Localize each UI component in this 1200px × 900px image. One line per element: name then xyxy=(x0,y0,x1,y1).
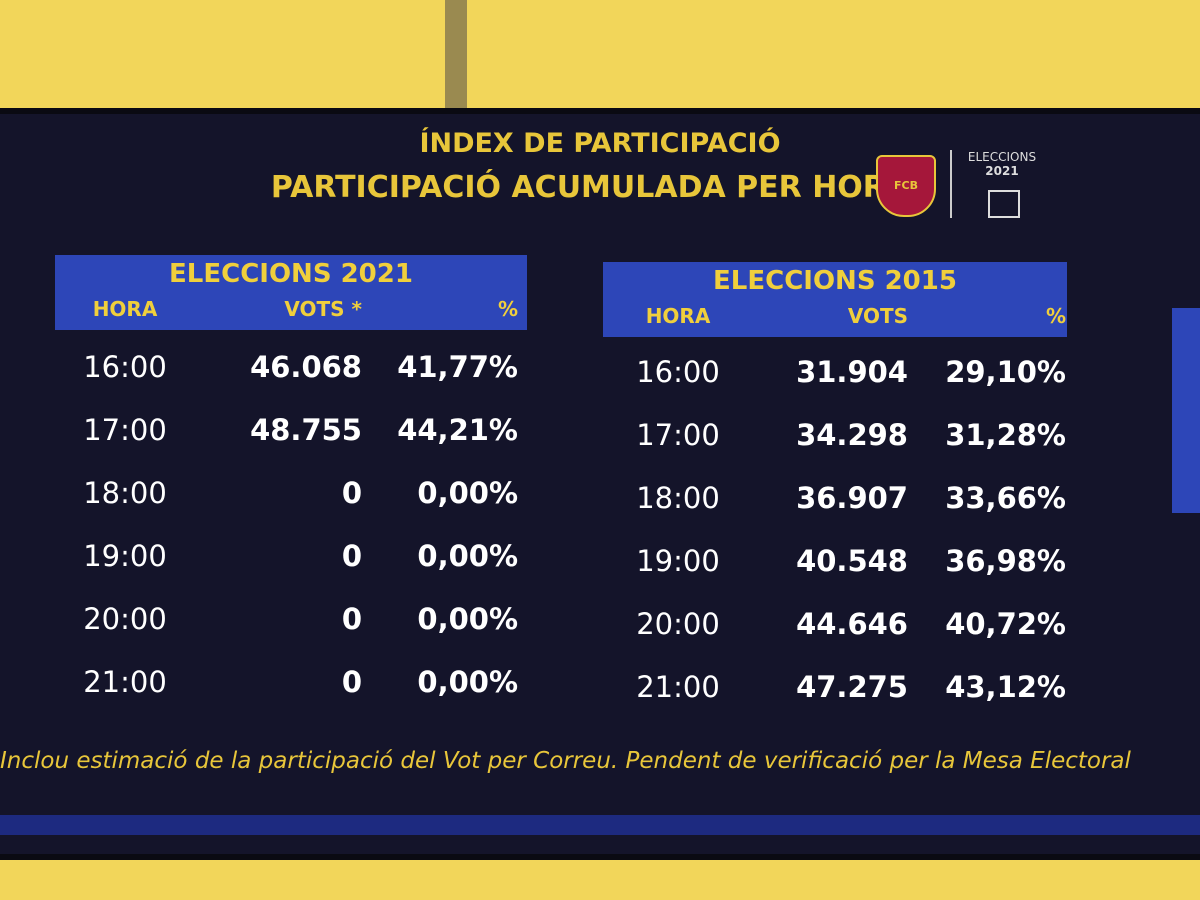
hour-cell: 17:00 xyxy=(636,418,720,452)
hour-cell: 20:00 xyxy=(636,607,720,641)
subtitle: PARTICIPACIÓ ACUMULADA PER HORA xyxy=(270,170,910,205)
tent-pole xyxy=(445,0,467,110)
votes-cell: 36.907 xyxy=(796,481,908,515)
votes-cell: 47.275 xyxy=(796,670,908,704)
votes-cell: 0 xyxy=(341,476,362,510)
table-title: ELECCIONS 2021 xyxy=(169,259,413,289)
hour-cell: 19:00 xyxy=(636,544,720,578)
percent-cell: 43,12% xyxy=(945,670,1066,704)
column-header: VOTS * xyxy=(284,297,362,321)
crest: FCB xyxy=(876,155,936,217)
hour-cell: 18:00 xyxy=(83,476,167,510)
title: ÍNDEX DE PARTICIPACIÓ xyxy=(419,128,781,159)
percent-cell: 0,00% xyxy=(417,665,518,699)
ballot-icon xyxy=(988,190,1020,218)
hour-cell: 21:00 xyxy=(83,665,167,699)
percent-cell: 29,10% xyxy=(945,355,1066,389)
percent-cell: 41,77% xyxy=(397,350,518,384)
percent-cell: 31,28% xyxy=(945,418,1066,452)
hour-cell: 18:00 xyxy=(636,481,720,515)
side-bar xyxy=(1172,308,1200,513)
hour-cell: 19:00 xyxy=(83,539,167,573)
badge-title: ELECCIONS xyxy=(967,150,1037,164)
screen xyxy=(0,108,1200,860)
percent-cell: 0,00% xyxy=(417,539,518,573)
hour-cell: 17:00 xyxy=(83,413,167,447)
percent-cell: 40,72% xyxy=(945,607,1066,641)
footnote: Inclou estimació de la participació del … xyxy=(0,748,1131,774)
hour-cell: 20:00 xyxy=(83,602,167,636)
votes-cell: 48.755 xyxy=(250,413,362,447)
column-header: % xyxy=(1045,304,1066,328)
badge-year: 2021 xyxy=(985,164,1019,178)
table-title: ELECCIONS 2015 xyxy=(713,266,957,296)
table-header: ELECCIONS 2021 HORA VOTS *% xyxy=(55,255,527,330)
votes-cell: 0 xyxy=(341,602,362,636)
percent-cell: 0,00% xyxy=(417,476,518,510)
votes-cell: 40.548 xyxy=(796,544,908,578)
percent-cell: 44,21% xyxy=(397,413,518,447)
hour-cell: 21:00 xyxy=(636,670,720,704)
divider xyxy=(950,150,952,218)
column-header: HORA xyxy=(645,304,711,328)
votes-cell: 0 xyxy=(341,665,362,699)
votes-cell: 34.298 xyxy=(796,418,908,452)
votes-cell: 31.904 xyxy=(796,355,908,389)
column-header: % xyxy=(497,297,518,321)
column-header: VOTS xyxy=(847,304,908,328)
table-header: ELECCIONS 2015 HORA VOTS% xyxy=(603,262,1067,337)
percent-cell: 33,66% xyxy=(945,481,1066,515)
votes-cell: 0 xyxy=(341,539,362,573)
column-header: HORA xyxy=(92,297,158,321)
votes-cell: 44.646 xyxy=(796,607,908,641)
bottom-band xyxy=(0,815,1200,835)
percent-cell: 0,00% xyxy=(417,602,518,636)
percent-cell: 36,98% xyxy=(945,544,1066,578)
hour-cell: 16:00 xyxy=(83,350,167,384)
hour-cell: 16:00 xyxy=(636,355,720,389)
votes-cell: 46.068 xyxy=(250,350,362,384)
